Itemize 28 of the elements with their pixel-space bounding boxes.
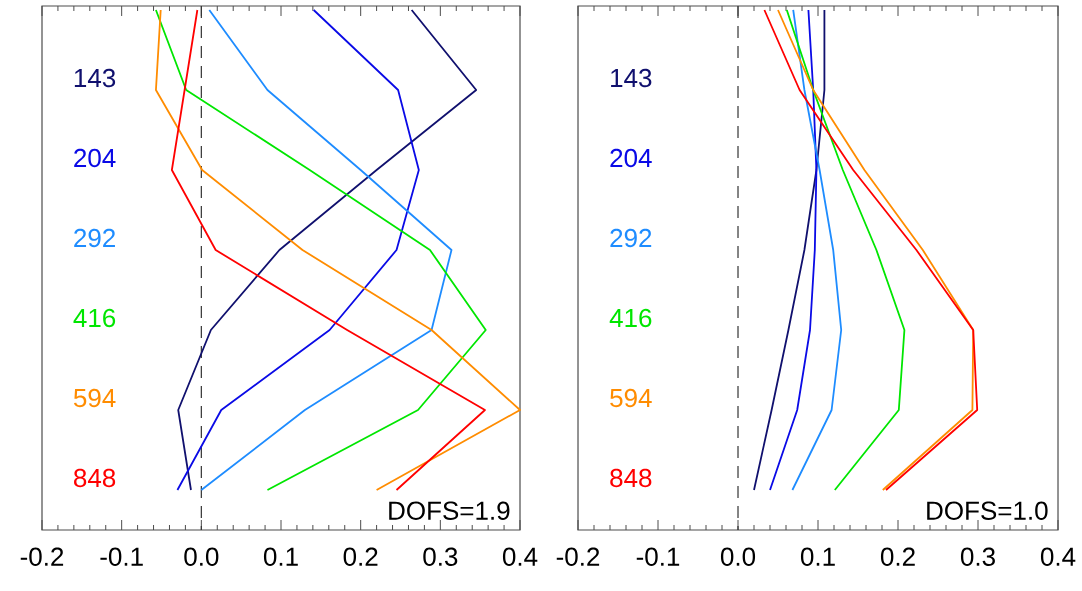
x-tick-label: 0.0 xyxy=(720,547,756,566)
x-tick-label: -0.2 xyxy=(556,547,600,566)
text: 292 xyxy=(74,228,115,248)
x-tick-label: 0.2 xyxy=(880,547,915,566)
text: 594 xyxy=(73,388,116,408)
text: 143 xyxy=(611,68,652,88)
text: 204 xyxy=(74,148,116,168)
x-tick-label: 0.1 xyxy=(263,547,298,566)
x-tick-label: -0.1 xyxy=(100,547,143,566)
annotation: DOFS=1.9 xyxy=(389,501,510,520)
annotation: DOFS=1.0 xyxy=(927,501,1048,520)
text: 143 xyxy=(74,68,116,88)
x-tick-label: 0.3 xyxy=(423,547,458,566)
text: 848 xyxy=(74,468,116,488)
x-tick-label: 0.2 xyxy=(343,547,378,566)
text: 416 xyxy=(609,308,652,328)
x-tick-label: 0.3 xyxy=(960,547,995,566)
text: 292 xyxy=(610,228,652,248)
x-tick-label: 0.4 xyxy=(1040,547,1076,566)
x-tick-label: -0.2 xyxy=(20,547,64,566)
text: 416 xyxy=(73,308,116,328)
x-tick-label: 0.1 xyxy=(800,547,835,566)
x-tick-label: 0.4 xyxy=(502,547,538,566)
x-tick-label: -0.1 xyxy=(636,547,680,566)
text: 848 xyxy=(610,468,652,488)
x-tick-label: 0.0 xyxy=(184,547,219,566)
text: 204 xyxy=(610,148,652,168)
text: 594 xyxy=(610,388,652,408)
